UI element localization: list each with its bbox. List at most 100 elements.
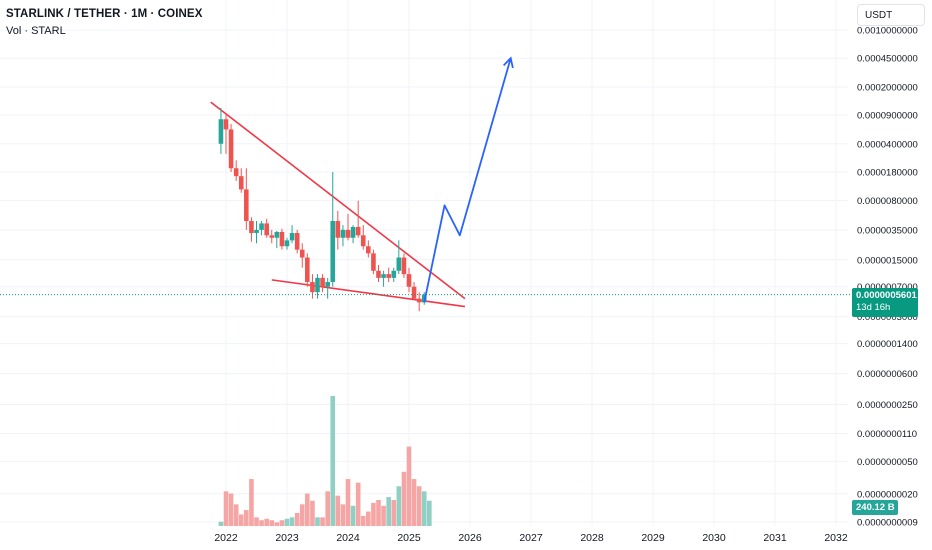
candle-body — [330, 220, 336, 283]
volume-bar — [289, 517, 295, 526]
volume-bar — [406, 446, 412, 526]
candle-body — [218, 119, 224, 144]
candle-body — [310, 282, 315, 293]
candle — [371, 249, 376, 275]
candle — [259, 220, 264, 236]
price-tick-label: 0.0000180000 — [857, 167, 918, 178]
volume-bar — [386, 497, 391, 526]
projection-line — [423, 57, 512, 303]
candle-body — [244, 189, 249, 221]
candle-body — [269, 235, 275, 238]
candle-body — [238, 176, 244, 190]
candle-body — [396, 257, 402, 271]
volume-bars — [218, 396, 432, 526]
candle — [391, 267, 397, 283]
candle-body — [340, 229, 346, 238]
volume-bar — [360, 515, 366, 526]
candle — [411, 282, 417, 299]
volume-bar — [381, 505, 386, 526]
candle-body — [335, 220, 341, 238]
candle — [218, 108, 224, 154]
volume-bar — [340, 504, 346, 526]
candle-body — [411, 286, 417, 299]
price-tick-label: 0.0004500000 — [857, 54, 918, 65]
time-tick-label: 2029 — [641, 532, 665, 544]
price-tick-label: 0.0000000250 — [857, 400, 918, 411]
time-tick-label: 2031 — [763, 532, 787, 544]
volume-bar — [310, 500, 315, 526]
candle-body — [350, 226, 356, 238]
volume-bar — [335, 495, 341, 526]
price-tick-label: 0.0002000000 — [857, 82, 918, 93]
price-tick-label: 0.0000000020 — [857, 489, 918, 500]
time-tick-label: 2022 — [214, 532, 238, 544]
price-tick-label: 0.0010000000 — [857, 26, 918, 37]
volume-bar — [366, 511, 371, 526]
candle — [228, 123, 234, 172]
candle-body — [320, 277, 325, 287]
volume-bar — [264, 518, 269, 526]
candle — [360, 225, 366, 250]
candle-body — [391, 270, 397, 278]
symbol-title: STARLINK / TETHER · 1M · COINEX — [6, 8, 203, 20]
candle-body — [366, 246, 371, 254]
candle-body — [284, 240, 290, 247]
time-tick-label: 2026 — [458, 532, 482, 544]
time-tick-label: 2023 — [275, 532, 299, 544]
candle-body — [274, 231, 280, 238]
candle — [305, 253, 310, 287]
time-tick-label: 2030 — [702, 532, 726, 544]
time-tick-label: 2024 — [336, 532, 360, 544]
volume-bar — [228, 493, 234, 526]
volume-bar — [299, 504, 305, 526]
price-tick-label: 0.0000001400 — [857, 339, 918, 350]
candle-body — [223, 119, 229, 130]
price-tick-label: 0.0000080000 — [857, 196, 918, 207]
last-price-tag: 0.0000005601 13d 16h — [852, 288, 918, 317]
candle — [233, 160, 239, 181]
candle — [320, 274, 325, 293]
time-tick-label: 2032 — [824, 532, 848, 544]
projection-path — [423, 56, 514, 303]
volume-bar — [254, 517, 259, 526]
candle — [289, 225, 295, 244]
candle-body — [259, 223, 264, 230]
candle — [335, 210, 341, 250]
trendlines — [210, 101, 466, 308]
candle — [254, 220, 259, 244]
candle-body — [386, 274, 391, 278]
candle — [416, 292, 422, 312]
currency-button[interactable]: USDT — [857, 4, 925, 26]
time-tick-label: 2027 — [519, 532, 543, 544]
candle-body — [325, 282, 330, 287]
price-tick-label: 0.0000000009 — [857, 518, 918, 529]
grid — [0, 0, 848, 526]
trendline-lower — [271, 279, 466, 308]
candle-body — [315, 277, 320, 293]
volume-bar — [320, 517, 325, 526]
candle — [325, 277, 330, 299]
volume-bar — [233, 504, 239, 526]
candle — [284, 237, 290, 250]
volume-bar — [396, 486, 402, 526]
volume-bar — [355, 482, 361, 526]
volume-bar — [223, 491, 229, 526]
candle — [299, 243, 305, 268]
candle — [396, 240, 402, 275]
time-axis: 2022 2023 2024 2025 2026 2027 2028 2029 2030 2031… — [214, 532, 848, 544]
volume-bar — [294, 513, 300, 526]
volume-bar — [371, 502, 376, 526]
candle-body — [233, 168, 239, 177]
volume-bar — [305, 493, 310, 526]
volume-bar — [274, 522, 280, 526]
candle-body — [360, 235, 366, 247]
candle — [381, 270, 386, 287]
candle — [244, 168, 249, 230]
volume-indicator-label[interactable]: Vol · STARL — [6, 25, 66, 37]
volume-bar — [416, 486, 422, 526]
candle — [340, 225, 346, 247]
candle — [315, 274, 320, 299]
volume-bar — [315, 517, 320, 526]
